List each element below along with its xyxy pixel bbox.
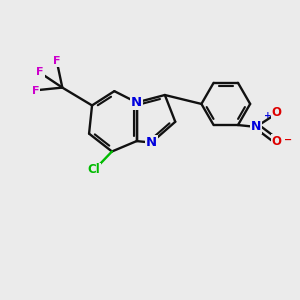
Text: F: F (32, 85, 39, 96)
Text: −: − (284, 135, 292, 145)
Text: O: O (272, 106, 282, 119)
Text: F: F (53, 56, 61, 66)
Text: +: + (263, 111, 271, 120)
Text: N: N (131, 96, 142, 109)
Text: N: N (251, 120, 262, 133)
Text: F: F (36, 67, 44, 77)
Text: O: O (272, 135, 282, 148)
Text: Cl: Cl (88, 164, 100, 176)
Text: N: N (146, 136, 157, 149)
